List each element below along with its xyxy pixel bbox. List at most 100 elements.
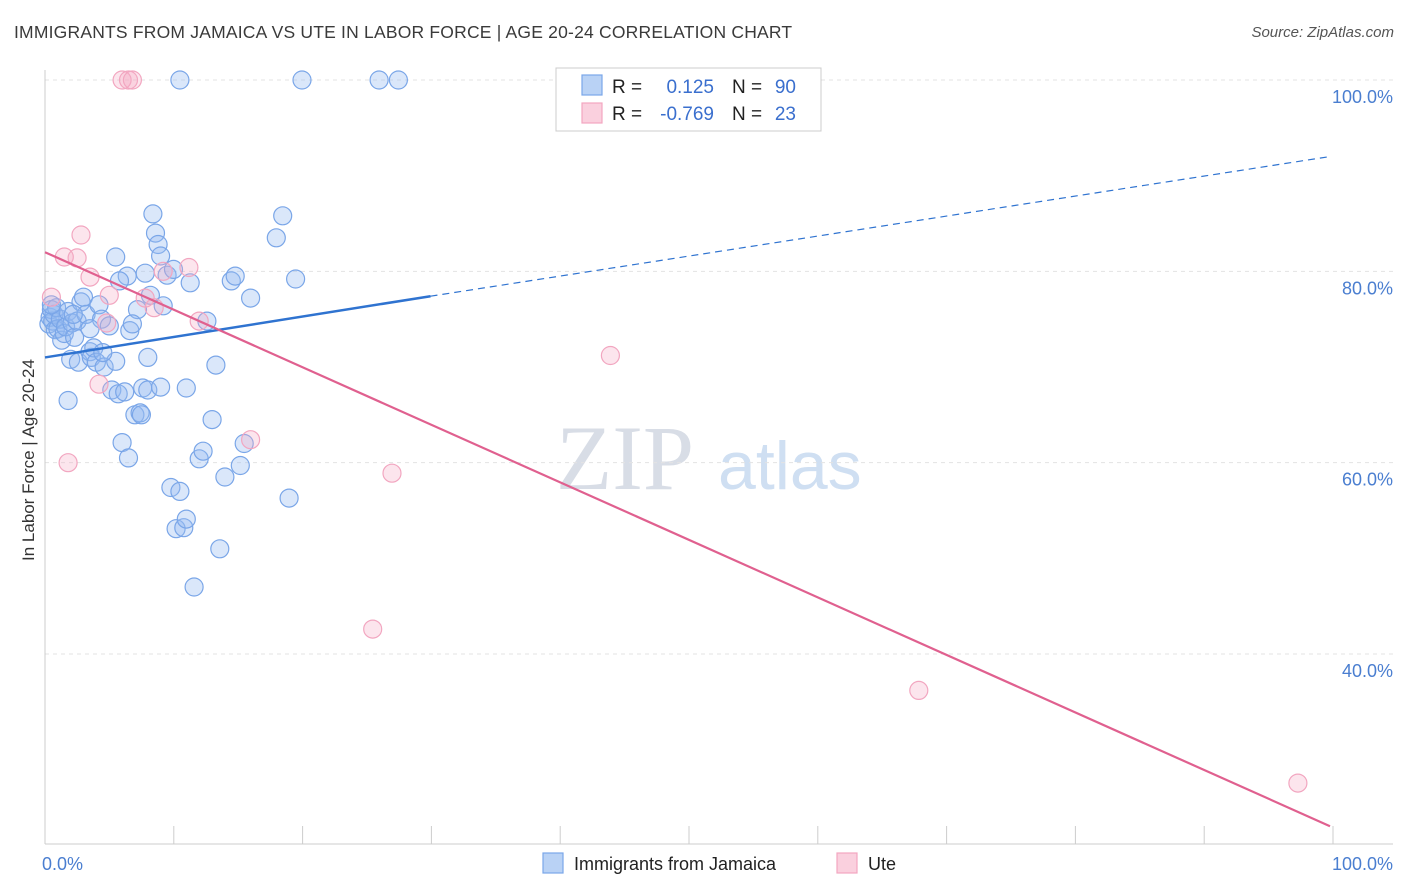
- jamaica-point-79: [80, 319, 100, 339]
- bottom-legend-swatch-ute: [836, 852, 858, 874]
- jamaica-point-73: [106, 247, 126, 267]
- x-tick-labels: 0.0% 100.0%: [42, 854, 1393, 874]
- ute-point-18: [363, 619, 383, 639]
- jamaica-point-43: [143, 204, 163, 224]
- bottom-legend-label-jamaica: Immigrants from Jamaica: [574, 854, 777, 874]
- jamaica-point-85: [388, 70, 408, 90]
- watermark-atlas: atlas: [718, 428, 862, 504]
- jamaica-point-10: [54, 323, 74, 344]
- jamaica-point-54: [176, 509, 196, 529]
- jamaica-point-74: [118, 448, 139, 468]
- x-axis-ticks: [173, 826, 1334, 844]
- jamaica-point-82: [170, 70, 190, 90]
- jamaica-point-37: [127, 300, 148, 320]
- legend-n-label-1: N =: [732, 77, 762, 98]
- legend-n-label-2: N =: [732, 104, 762, 125]
- jamaica-point-44: [145, 223, 166, 243]
- ute-point-4: [71, 225, 91, 245]
- y-axis-title: In Labor Force | Age 20-24: [19, 359, 38, 561]
- ute-point-20: [600, 345, 621, 366]
- jamaica-point-61: [206, 355, 226, 375]
- legend-r-label-2: R =: [612, 104, 642, 125]
- legend-r-value-1: 0.125: [666, 77, 714, 98]
- legend-n-value-1: 90: [775, 77, 796, 98]
- stats-legend: R = 0.125 N = 90 R = -0.769 N = 23: [555, 67, 822, 132]
- jamaica-point-15: [64, 327, 85, 347]
- jamaica-point-62: [210, 539, 230, 559]
- legend-swatch-jamaica: [581, 74, 603, 96]
- watermark-zip: ZIP: [556, 407, 694, 509]
- series-jamaica-points: [39, 70, 408, 597]
- jamaica-point-80: [58, 390, 78, 411]
- legend-r-label-1: R =: [612, 77, 642, 98]
- jamaica-point-83: [292, 70, 312, 90]
- series-ute-points: [41, 70, 1308, 793]
- trend-lines: [44, 155, 1331, 828]
- y-tick-label-60: 60.0%: [1342, 470, 1393, 490]
- ute-point-14: [153, 261, 173, 281]
- jamaica-point-72: [286, 269, 306, 289]
- jamaica-point-63: [215, 467, 235, 487]
- ute-point-6: [89, 374, 109, 394]
- y-tick-label-80: 80.0%: [1342, 278, 1393, 298]
- jamaica-point-68: [241, 288, 261, 308]
- ute-point-9: [112, 70, 132, 90]
- ute-point-8: [99, 285, 119, 305]
- jamaica-point-81: [41, 295, 62, 315]
- x-tick-label-100: 100.0%: [1332, 854, 1393, 874]
- jamaica-point-52: [170, 481, 190, 501]
- ute-point-5: [80, 267, 100, 287]
- jamaica-point-87: [63, 304, 83, 324]
- jamaica-point-60: [202, 410, 222, 430]
- legend-n-value-2: 23: [775, 104, 796, 125]
- y-tick-label-40: 40.0%: [1342, 661, 1393, 681]
- source-label: Source: ZipAtlas.com: [1251, 24, 1394, 41]
- ute-point-17: [241, 430, 261, 450]
- jamaica-point-84: [369, 70, 389, 90]
- jamaica-point-66: [230, 455, 250, 476]
- jamaica-point-89: [122, 314, 142, 334]
- jamaica-point-58: [193, 441, 213, 461]
- jamaica-point-41: [138, 347, 158, 367]
- jamaica-point-33: [115, 382, 135, 402]
- jamaica-point-78: [176, 378, 196, 398]
- jamaica-point-6: [46, 298, 67, 318]
- jamaica-point-71: [279, 488, 299, 508]
- ute-point-21: [909, 680, 929, 701]
- axes: [44, 70, 1393, 845]
- jamaica-point-46: [151, 246, 171, 266]
- bottom-legend-label-ute: Ute: [868, 854, 896, 874]
- jamaica-point-77: [151, 377, 171, 397]
- y-tick-label-100: 100.0%: [1332, 87, 1393, 107]
- jamaica-point-65: [225, 266, 245, 286]
- ute-point-2: [58, 453, 78, 473]
- bottom-legend-swatch-jamaica: [542, 852, 564, 874]
- ute-point-19: [382, 463, 402, 483]
- legend-swatch-ute: [581, 102, 603, 124]
- jamaica-point-28: [99, 316, 119, 336]
- chart-title: IMMIGRANTS FROM JAMAICA VS UTE IN LABOR …: [14, 22, 793, 42]
- jamaica-point-27: [94, 357, 114, 377]
- jamaica-trend-line: [44, 294, 431, 359]
- ute-trend-line: [44, 251, 1331, 828]
- ute-point-22: [1288, 773, 1308, 793]
- jamaica-point-56: [184, 577, 204, 597]
- legend-r-value-2: -0.769: [660, 104, 714, 125]
- ute-point-15: [179, 257, 199, 278]
- jamaica-point-45: [148, 234, 168, 255]
- jamaica-point-40: [135, 263, 155, 283]
- jamaica-trend-extension: [430, 155, 1331, 297]
- jamaica-point-70: [273, 206, 293, 226]
- ute-point-11: [122, 70, 142, 90]
- jamaica-point-69: [266, 228, 286, 248]
- series-legend: Immigrants from Jamaica Ute: [542, 852, 896, 874]
- y-tick-labels: 40.0% 60.0% 80.0% 100.0%: [1332, 87, 1393, 681]
- jamaica-point-51: [166, 519, 186, 539]
- jamaica-point-75: [131, 405, 151, 425]
- gridlines: [45, 79, 1393, 655]
- ute-point-7: [97, 313, 117, 333]
- ute-point-0: [41, 287, 62, 307]
- jamaica-point-55: [180, 273, 200, 293]
- x-tick-label-0: 0.0%: [42, 854, 83, 874]
